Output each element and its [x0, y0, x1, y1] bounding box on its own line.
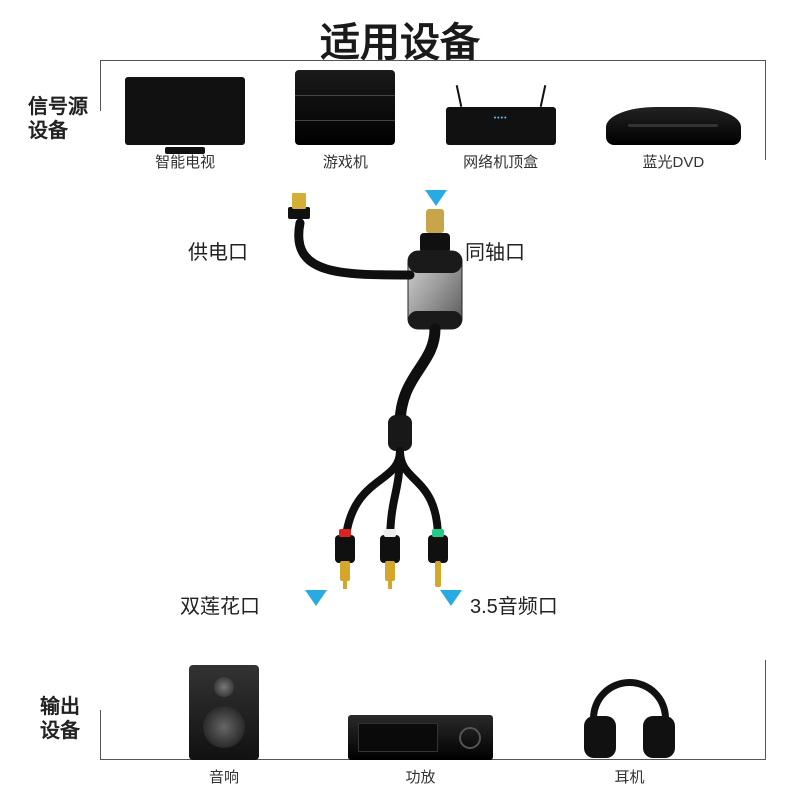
rca-left-plug: [335, 529, 355, 589]
device-set-top-box: •••• 网络机顶盒: [446, 83, 556, 172]
amplifier-icon: [348, 675, 493, 760]
port-label-power: 供电口: [188, 236, 248, 265]
speaker-icon: [189, 665, 259, 760]
source-devices-row: 智能电视 游戏机 •••• 网络机顶盒 蓝光DVD: [100, 70, 766, 172]
device-label: 网络机顶盒: [463, 151, 538, 172]
device-game-console: 游戏机: [295, 70, 395, 172]
rca-right-plug: [380, 529, 400, 589]
port-label-rca: 双莲花口: [180, 590, 260, 619]
arrow-down-icon: [425, 190, 447, 206]
router-icon: ••••: [446, 83, 556, 145]
device-label: 蓝光DVD: [643, 151, 705, 172]
dvd-icon: [606, 83, 741, 145]
headphones-icon: [582, 675, 677, 760]
device-bluray: 蓝光DVD: [606, 83, 741, 172]
aux-plug: [428, 529, 448, 587]
device-smart-tv: 智能电视: [125, 77, 245, 172]
tv-icon: [125, 77, 245, 145]
source-section-label: 信号源设备: [28, 95, 88, 143]
product-cable-diagram: [250, 215, 550, 595]
device-label: 游戏机: [323, 151, 368, 172]
page-title: 适用设备: [0, 10, 800, 68]
device-headphones: 耳机: [582, 675, 677, 787]
cable-svg: [250, 215, 550, 595]
device-amplifier: 功放: [348, 675, 493, 787]
device-label: 耳机: [614, 766, 644, 787]
output-devices-row: 音响 功放 耳机: [100, 665, 766, 787]
device-label: 音响: [209, 766, 239, 787]
console-icon: [295, 70, 395, 145]
device-label: 功放: [405, 766, 435, 787]
device-label: 智能电视: [155, 151, 215, 172]
device-speaker: 音响: [189, 665, 259, 787]
output-section-label: 输出设备: [40, 695, 90, 743]
